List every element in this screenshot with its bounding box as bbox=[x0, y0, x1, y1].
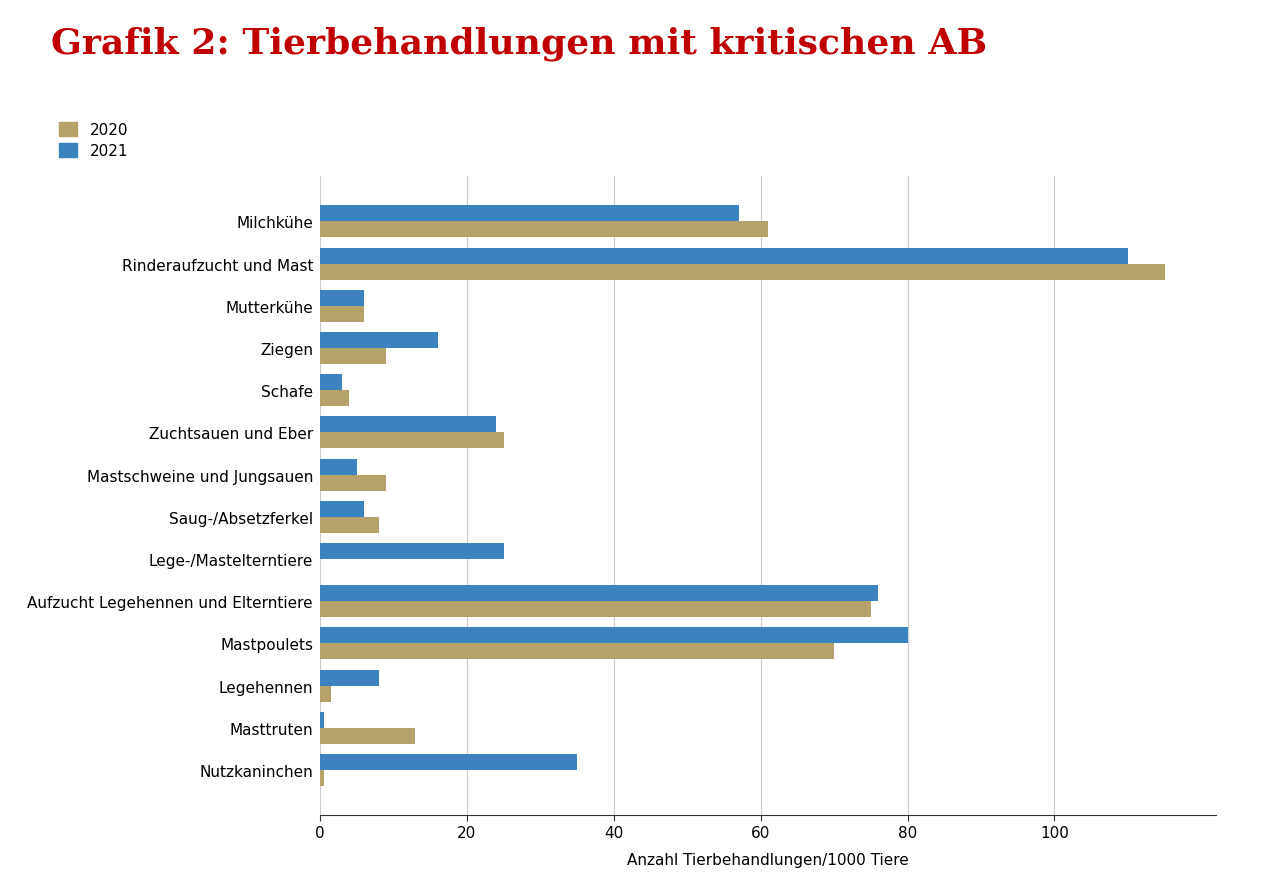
Bar bbox=[320, 307, 364, 323]
Bar bbox=[320, 670, 379, 686]
Bar bbox=[320, 222, 768, 238]
Bar bbox=[320, 433, 503, 449]
Bar bbox=[320, 517, 379, 533]
Bar bbox=[320, 602, 870, 618]
Bar bbox=[320, 375, 342, 391]
Bar bbox=[320, 686, 332, 702]
Bar bbox=[320, 459, 357, 475]
Legend: 2020, 2021: 2020, 2021 bbox=[59, 123, 128, 159]
Bar bbox=[320, 391, 349, 407]
Bar bbox=[320, 264, 1165, 280]
Bar bbox=[320, 643, 835, 660]
Text: Grafik 2: Tierbehandlungen mit kritischen AB: Grafik 2: Tierbehandlungen mit kritische… bbox=[51, 27, 987, 61]
Bar bbox=[320, 770, 324, 786]
Bar bbox=[320, 728, 416, 744]
Bar bbox=[320, 332, 438, 349]
Bar bbox=[320, 586, 878, 602]
Bar bbox=[320, 291, 364, 307]
Bar bbox=[320, 627, 908, 643]
Bar bbox=[320, 712, 324, 728]
Bar bbox=[320, 543, 503, 559]
Bar bbox=[320, 248, 1128, 264]
Bar bbox=[320, 754, 577, 770]
Bar bbox=[320, 206, 739, 222]
X-axis label: Anzahl Tierbehandlungen/1000 Tiere: Anzahl Tierbehandlungen/1000 Tiere bbox=[627, 851, 909, 867]
Bar bbox=[320, 501, 364, 517]
Bar bbox=[320, 417, 497, 433]
Bar bbox=[320, 475, 387, 491]
Bar bbox=[320, 349, 387, 365]
